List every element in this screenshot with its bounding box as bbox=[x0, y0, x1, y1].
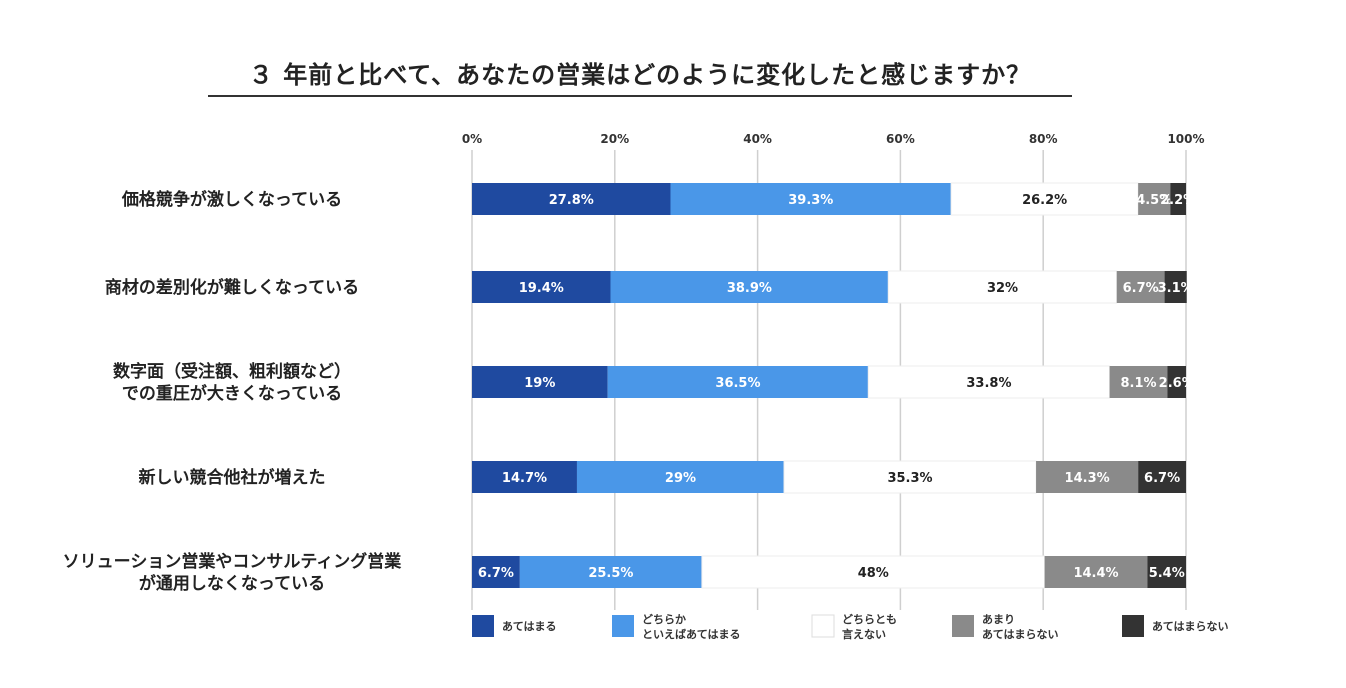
data-label: 25.5% bbox=[588, 566, 633, 581]
data-label: 39.3% bbox=[788, 193, 833, 208]
bar-segment bbox=[1138, 461, 1186, 493]
data-label: 36.5% bbox=[715, 376, 760, 391]
data-label: 2.6% bbox=[1159, 376, 1195, 391]
legend-label: あまり bbox=[982, 613, 1015, 626]
bar-segment bbox=[1167, 366, 1186, 398]
bar-segment bbox=[1044, 556, 1148, 588]
x-tick-label: 100% bbox=[1167, 132, 1204, 146]
data-label: 5.4% bbox=[1149, 566, 1185, 581]
title-underline bbox=[208, 95, 1072, 97]
category-label: ソリューション営業やコンサルティング営業 bbox=[63, 551, 402, 572]
category-label: 価格競争が激しくなっている bbox=[121, 189, 342, 210]
legend-label: 言えない bbox=[842, 627, 886, 641]
bar-segment bbox=[1138, 183, 1171, 215]
legend-swatch bbox=[811, 614, 835, 638]
bar-segment bbox=[472, 271, 611, 303]
data-label: 32% bbox=[987, 281, 1018, 296]
legend-label: あてはまらない bbox=[982, 628, 1059, 641]
legend-swatch bbox=[1122, 615, 1144, 637]
data-label: 19% bbox=[524, 376, 555, 391]
data-label: 6.7% bbox=[1144, 471, 1180, 486]
data-label: 4.5% bbox=[1136, 193, 1172, 208]
data-label: 2.2% bbox=[1160, 193, 1196, 208]
legend-label: あてはまらない bbox=[1152, 620, 1229, 633]
bar-segment bbox=[1170, 183, 1186, 215]
data-label: 27.8% bbox=[549, 193, 594, 208]
data-label: 14.3% bbox=[1065, 471, 1110, 486]
category-label: が通用しなくなっている bbox=[139, 573, 325, 594]
bar-segment bbox=[607, 366, 869, 398]
legend-label: といえばあてはまる bbox=[642, 627, 741, 641]
data-label: 38.9% bbox=[727, 281, 772, 296]
category-label: 商材の差別化が難しくなっている bbox=[105, 277, 359, 298]
bar-segment bbox=[472, 461, 577, 493]
legend-label: どちらとも bbox=[842, 613, 897, 626]
data-label: 26.2% bbox=[1022, 193, 1067, 208]
category-label: 新しい競合他社が増えた bbox=[139, 467, 326, 488]
data-label: 19.4% bbox=[519, 281, 564, 296]
data-label: 8.1% bbox=[1120, 376, 1156, 391]
data-label: 3.1% bbox=[1158, 281, 1194, 296]
bar-segment bbox=[783, 460, 1037, 494]
data-label: 48% bbox=[858, 566, 889, 581]
data-label: 14.4% bbox=[1073, 566, 1118, 581]
bar-segment bbox=[576, 461, 785, 493]
legend-swatch bbox=[612, 615, 634, 637]
x-tick-label: 0% bbox=[462, 132, 482, 146]
bar-segment bbox=[950, 182, 1139, 216]
bar-segment bbox=[887, 270, 1118, 304]
legend-swatch bbox=[952, 615, 974, 637]
category-label: での重圧が大きくなっている bbox=[122, 383, 342, 404]
chart-title: ３ 年前と比べて、あなたの営業はどのように変化したと感じますか？ bbox=[248, 61, 1032, 89]
bar-segment bbox=[1109, 366, 1168, 398]
data-label: 33.8% bbox=[966, 376, 1011, 391]
data-label: 14.7% bbox=[502, 471, 547, 486]
bar-segment bbox=[610, 271, 889, 303]
bar-segment bbox=[701, 555, 1046, 589]
x-tick-label: 80% bbox=[1029, 132, 1058, 146]
bar-segment bbox=[1164, 271, 1187, 303]
x-tick-label: 20% bbox=[600, 132, 629, 146]
legend-label: あてはまる bbox=[502, 620, 557, 633]
bar-segment bbox=[472, 183, 671, 215]
data-label: 6.7% bbox=[478, 566, 514, 581]
category-label: 数字面（受注額、粗利額など） bbox=[113, 361, 351, 382]
data-label: 29% bbox=[665, 471, 696, 486]
bar-segment bbox=[670, 183, 952, 215]
bar-segment bbox=[1036, 461, 1139, 493]
bar-segment bbox=[472, 366, 608, 398]
bar-segment bbox=[472, 556, 520, 588]
data-label: 6.7% bbox=[1123, 281, 1159, 296]
x-tick-label: 40% bbox=[743, 132, 772, 146]
legend-label: どちらか bbox=[642, 613, 686, 626]
legend-swatch bbox=[472, 615, 494, 637]
x-tick-label: 60% bbox=[886, 132, 915, 146]
bar-segment bbox=[1147, 556, 1186, 588]
data-label: 35.3% bbox=[887, 471, 932, 486]
bar-segment bbox=[519, 556, 702, 588]
bar-segment bbox=[1116, 271, 1165, 303]
